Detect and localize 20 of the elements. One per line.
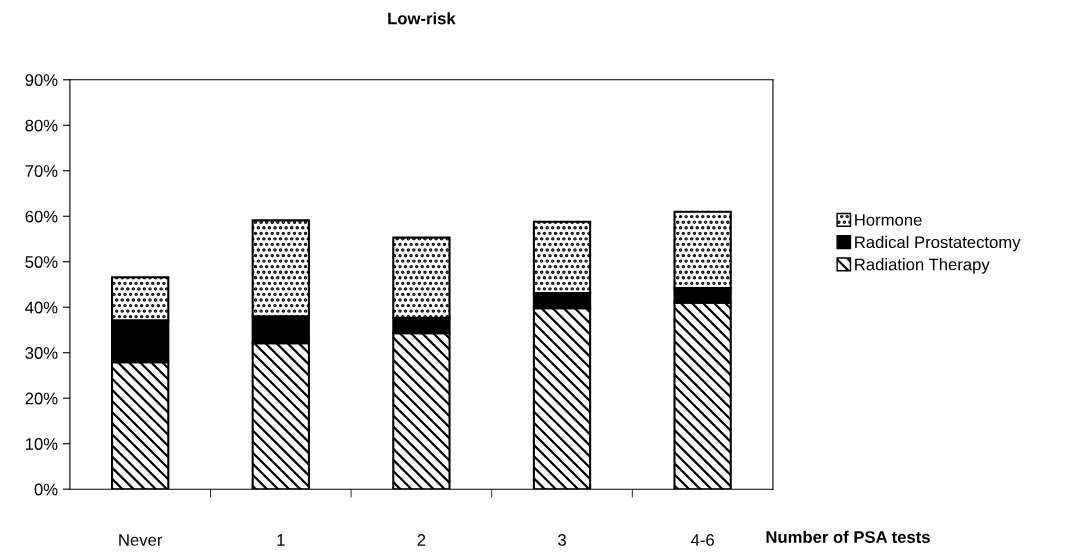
x-tick-label: 4-6 (690, 534, 714, 546)
y-tick-label: 90% (25, 74, 58, 86)
text: Number of PSA tests (766, 530, 930, 543)
y-tick-label: 50% (25, 256, 58, 268)
y-tick-label: 40% (25, 301, 58, 314)
legend-label: Hormone (855, 214, 922, 226)
chart-title: Low-risk (388, 12, 456, 25)
y-tick-label: 80% (25, 119, 58, 132)
legend-label: Radical Prostatectomy (855, 235, 1021, 252)
x-tick-label: 1 (277, 534, 285, 546)
x-tick-label: 3 (558, 534, 566, 546)
y-tick-label: 60% (25, 210, 58, 223)
y-tick-label: 70% (25, 165, 58, 177)
x-tick-label: Never (119, 534, 163, 546)
y-tick-label: 30% (25, 347, 58, 359)
y-tick-label: 10% (25, 438, 58, 450)
y-tick-label: 20% (25, 392, 58, 405)
x-tick-label: 2 (417, 534, 426, 546)
y-tick-label: 0% (34, 483, 58, 496)
legend-label: Radiation Therapy (855, 258, 990, 274)
